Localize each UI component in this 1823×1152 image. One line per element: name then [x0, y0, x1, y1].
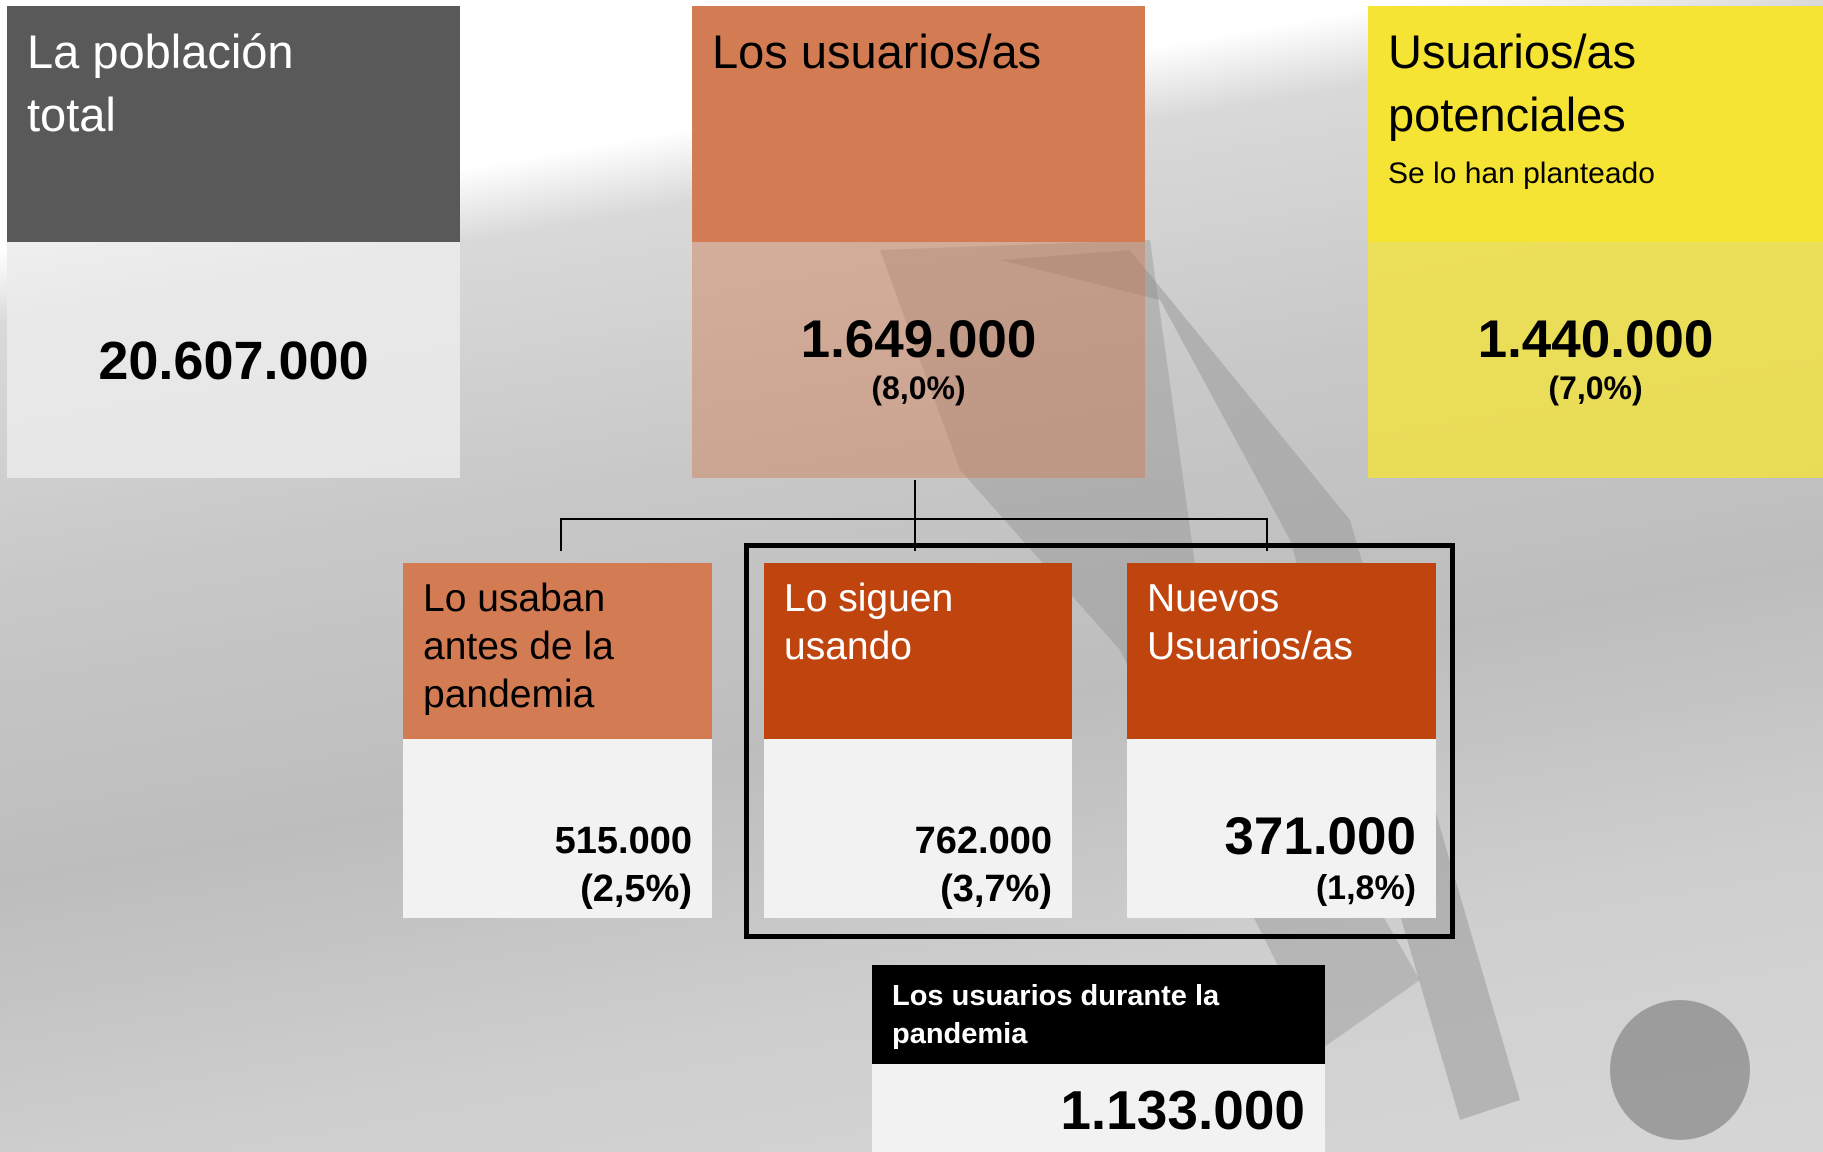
title: pandemia — [892, 1015, 1305, 1053]
subtitle: Se lo han planteado — [1388, 146, 1803, 202]
sub-body: 371.000 (1,8%) — [1127, 739, 1436, 918]
title: Los usuarios/as — [712, 20, 1125, 83]
title: Los usuarios durante la — [892, 977, 1305, 1015]
sub-body: 515.000 (2,5%) — [403, 739, 712, 918]
percent: (2,5%) — [403, 865, 692, 913]
title: Nuevos — [1147, 575, 1416, 623]
box-body: 20.607.000 — [7, 242, 460, 478]
box-header: La población total — [7, 6, 460, 242]
sub-header: Nuevos Usuarios/as — [1127, 563, 1436, 739]
value: 371.000 — [1127, 807, 1416, 867]
total-body: 1.133.000 — [872, 1064, 1325, 1152]
sub-body: 762.000 (3,7%) — [764, 739, 1072, 918]
value: 20.607.000 — [7, 330, 460, 392]
title: Usuarios/as — [1147, 623, 1416, 671]
title: total — [27, 83, 440, 146]
percent: (8,0%) — [692, 370, 1145, 406]
title: Usuarios/as — [1388, 20, 1803, 83]
value: 1.649.000 — [692, 310, 1145, 370]
value: 1.440.000 — [1368, 310, 1823, 370]
title: pandemia — [423, 671, 692, 719]
title: La población — [27, 20, 440, 83]
title: usando — [784, 623, 1052, 671]
title: Lo usaban — [423, 575, 692, 623]
percent: (3,7%) — [764, 865, 1052, 913]
box-body: 1.440.000 (7,0%) — [1368, 242, 1823, 478]
percent: (1,8%) — [1127, 867, 1416, 909]
title: potenciales — [1388, 83, 1803, 146]
total-header: Los usuarios durante la pandemia — [872, 965, 1325, 1064]
box-header: Usuarios/as potenciales Se lo han plante… — [1368, 6, 1823, 242]
value: 762.000 — [764, 817, 1052, 865]
page: La población total 20.607.000 Los usuari… — [0, 0, 1823, 1152]
sub-header: Lo siguen usando — [764, 563, 1072, 739]
title: Lo siguen — [784, 575, 1052, 623]
value: 515.000 — [403, 817, 692, 865]
box-body: 1.649.000 (8,0%) — [692, 242, 1145, 478]
value: 1.133.000 — [872, 1080, 1305, 1140]
connector — [560, 518, 562, 551]
title: antes de la — [423, 623, 692, 671]
box-header: Los usuarios/as — [692, 6, 1145, 242]
percent: (7,0%) — [1368, 370, 1823, 406]
sub-header: Lo usaban antes de la pandemia — [403, 563, 712, 739]
connector — [914, 480, 916, 520]
